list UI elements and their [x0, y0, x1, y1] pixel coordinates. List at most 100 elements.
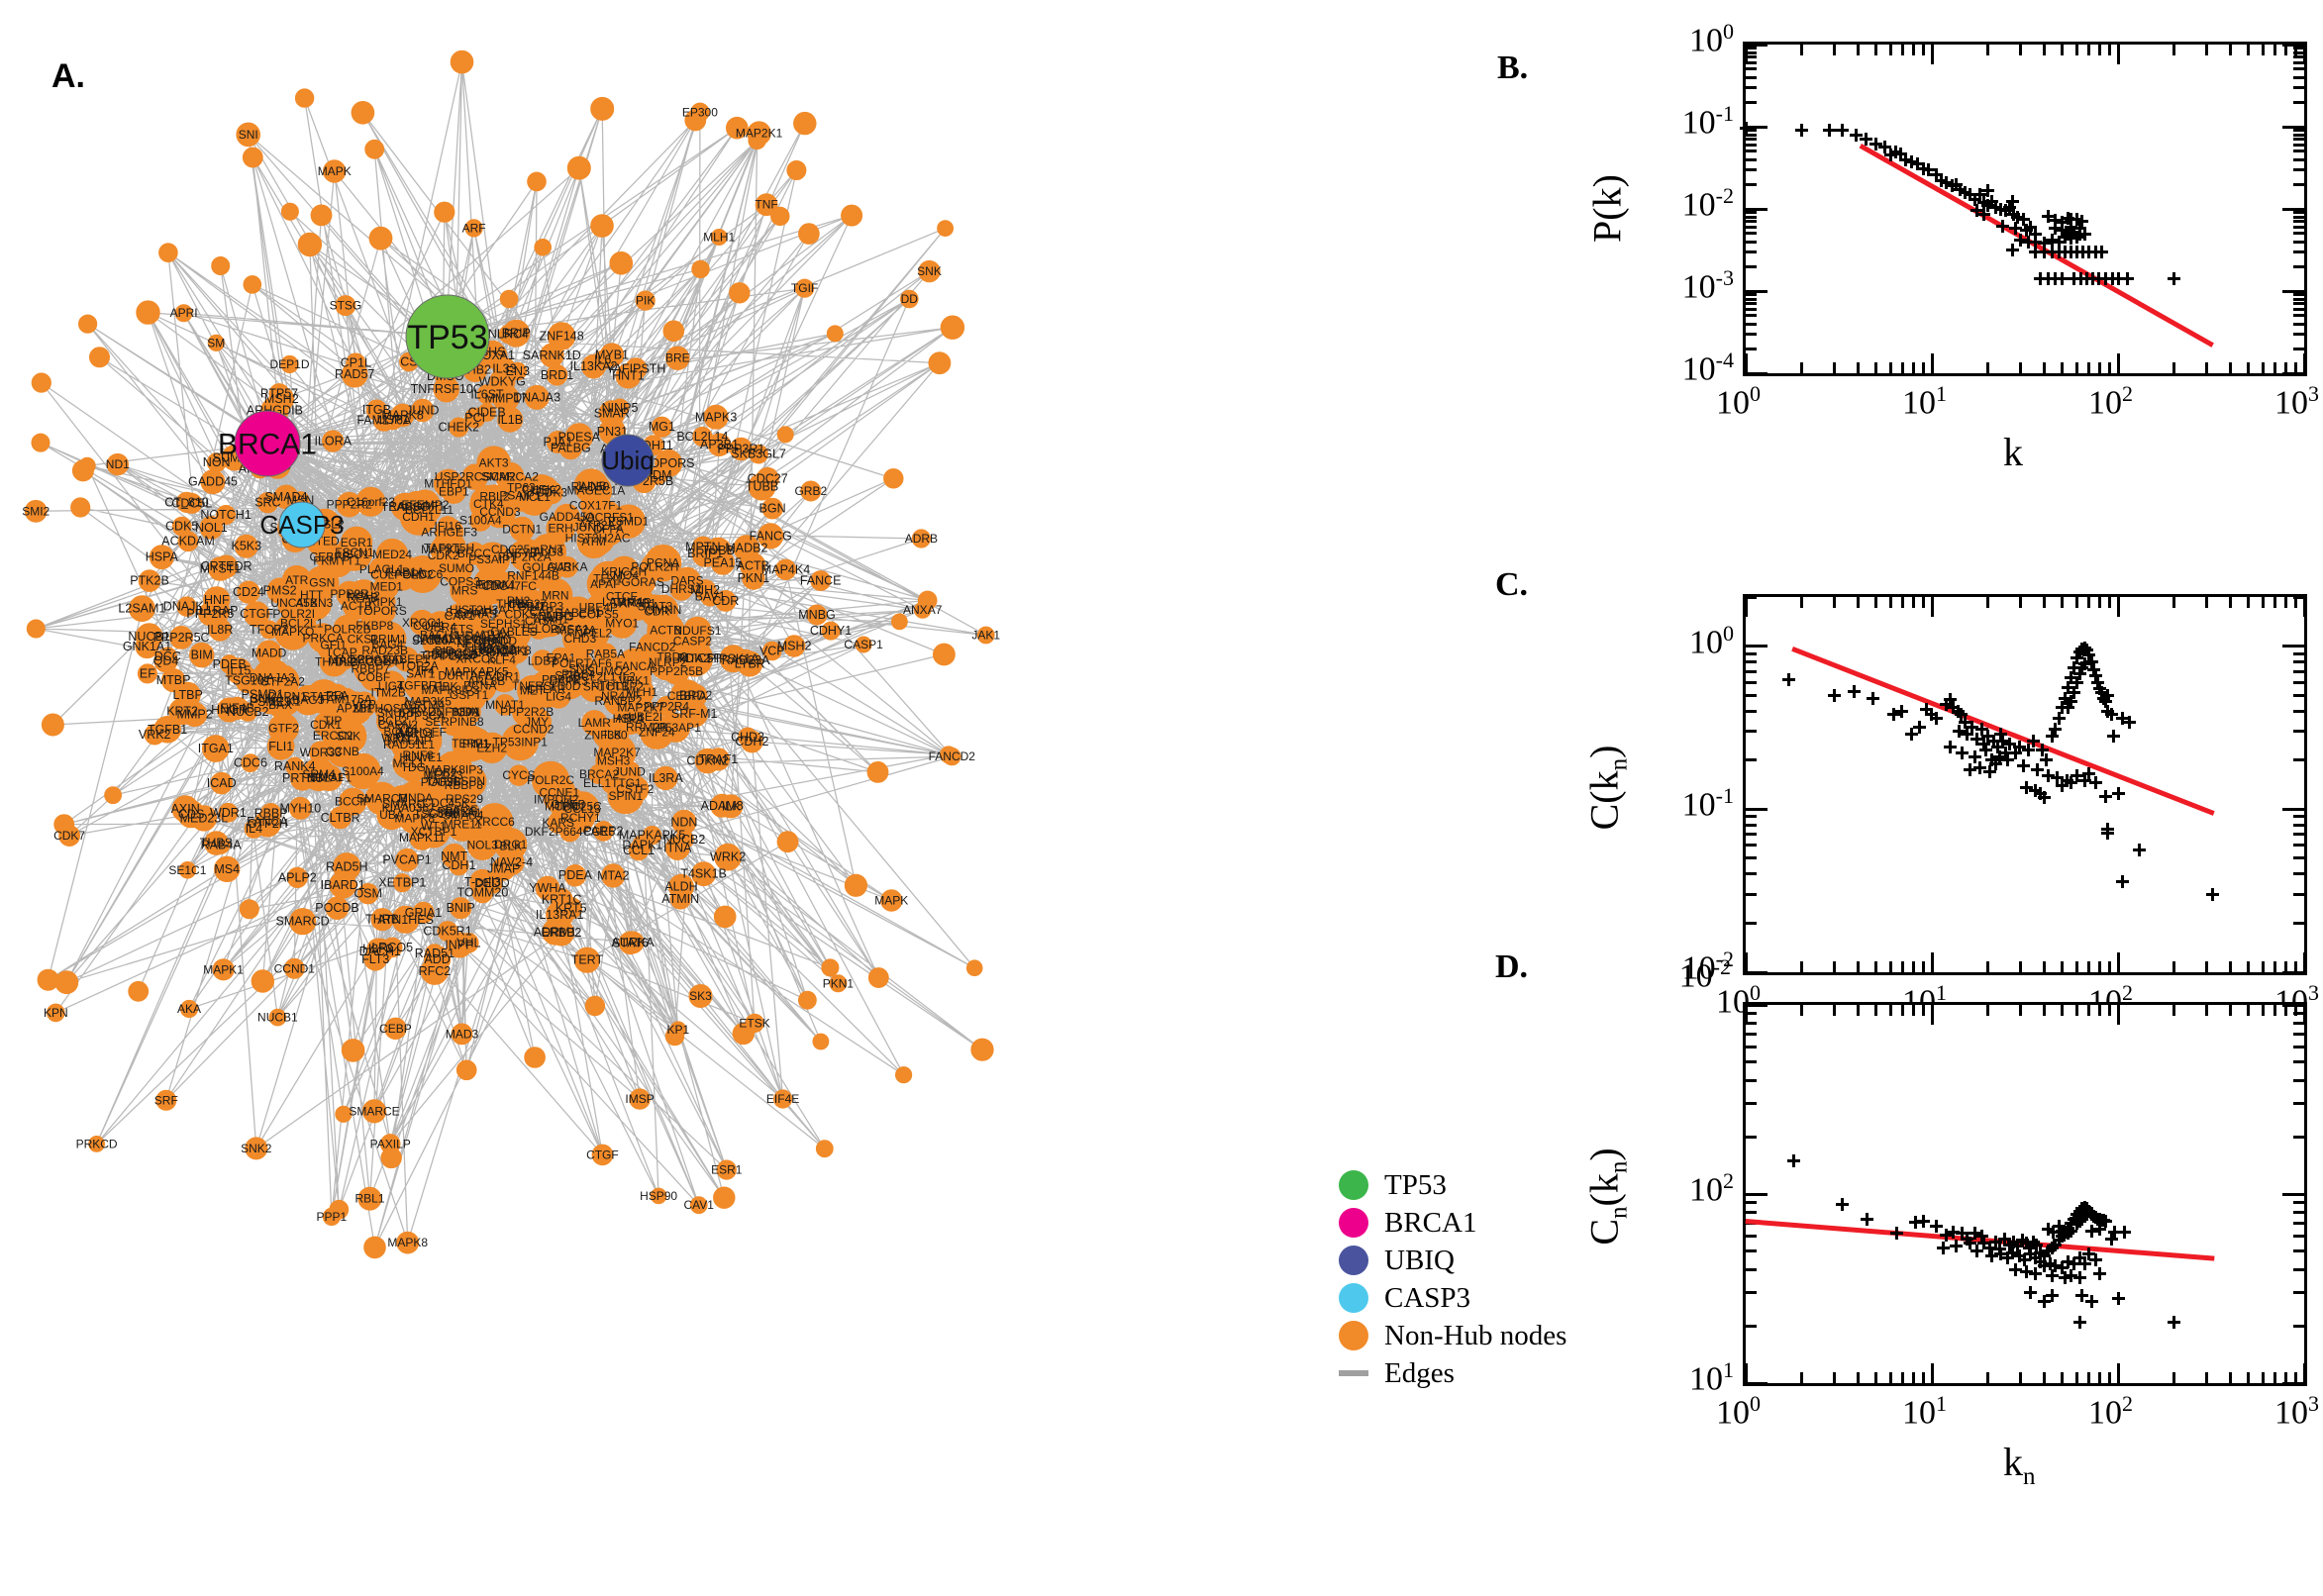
data-point [2005, 243, 2019, 256]
svg-text:RAD23A: RAD23A [722, 653, 770, 667]
y-tick [2293, 85, 2304, 89]
y-tick [2293, 157, 2304, 161]
x-tick [2172, 45, 2176, 55]
svg-text:CASP1: CASP1 [844, 638, 883, 651]
data-point [2072, 1250, 2086, 1264]
data-point [1889, 145, 1903, 158]
svg-text:NUCB1: NUCB1 [257, 1011, 298, 1025]
y-tick [1746, 293, 1757, 297]
data-point [2093, 1223, 2107, 1237]
data-point [1886, 708, 1900, 722]
x-tick [2172, 961, 2176, 972]
svg-text:IL8R: IL8R [207, 623, 233, 637]
data-point [1981, 184, 1995, 198]
x-tick [1856, 961, 1860, 972]
svg-text:YWHA: YWHA [529, 881, 566, 895]
data-point [2077, 227, 2091, 241]
data-point [1990, 741, 2004, 754]
data-point [2062, 1254, 2075, 1268]
data-point [2049, 214, 2063, 228]
y-tick [2282, 645, 2304, 648]
svg-text:BLK: BLK [499, 840, 522, 853]
svg-text:ITM2B: ITM2B [371, 686, 406, 700]
svg-text:MED24: MED24 [372, 548, 412, 561]
data-point [2082, 245, 2096, 258]
data-point [2016, 212, 2030, 226]
x-tick [1901, 45, 1905, 55]
svg-text:TCAP: TCAP [326, 646, 357, 659]
svg-text:IMSP: IMSP [625, 1092, 654, 1106]
svg-text:LIG4: LIG4 [546, 689, 571, 703]
data-point [1836, 123, 1849, 137]
svg-text:UNC45B: UNC45B [270, 596, 317, 610]
x-tick [2060, 1005, 2064, 1016]
svg-text:CASP3: CASP3 [259, 510, 344, 540]
x-tick [1873, 362, 1877, 373]
legend-swatch-casp3 [1339, 1283, 1368, 1313]
plot-panel-d: 100 101 102 103 102 101 kn Cn(kn) 10-2 [1582, 954, 2320, 1490]
svg-text:BRD1: BRD1 [541, 368, 573, 382]
y-tick [2293, 651, 2304, 655]
y-tick [1746, 1012, 1757, 1016]
x-tick [2019, 597, 2023, 608]
y-tick [1746, 207, 1768, 211]
legend-swatch-edges [1339, 1370, 1368, 1376]
y-tick [1746, 182, 1757, 186]
svg-text:ADRB: ADRB [905, 532, 938, 546]
data-point [2012, 741, 2026, 754]
y-tick [2293, 215, 2304, 219]
svg-text:ETSK: ETSK [739, 1016, 769, 1030]
y-tick [1746, 125, 1768, 129]
data-point [1976, 195, 1990, 209]
data-point [2062, 680, 2075, 694]
data-point [1922, 162, 1936, 176]
data-point [1983, 1241, 1997, 1254]
x-tick [2116, 353, 2120, 373]
x-tick [2302, 1005, 2306, 1025]
svg-text:PDEA: PDEA [558, 868, 593, 882]
x-tick [1888, 961, 1892, 972]
data-point [1985, 1249, 1999, 1263]
plot-frame-d [1743, 1002, 2307, 1386]
data-point [2055, 778, 2069, 792]
y-tick-label: 10-2 [1681, 947, 1734, 987]
data-point [2068, 1212, 2080, 1226]
data-point [1983, 764, 1997, 778]
x-tick [2042, 45, 2046, 55]
x-tick [1986, 1005, 1990, 1016]
svg-text:KPN: KPN [44, 1006, 68, 1020]
y-tick [1746, 921, 1757, 925]
y-tick [2293, 1033, 2304, 1037]
data-point [2055, 272, 2069, 286]
data-point [2030, 1238, 2044, 1251]
x-tick [2293, 597, 2297, 608]
svg-text:CHD3: CHD3 [731, 731, 764, 745]
y-tick [2293, 730, 2304, 734]
data-point [2168, 272, 2181, 286]
svg-text:MAP3K5: MAP3K5 [405, 695, 453, 709]
data-point [2070, 675, 2083, 689]
data-point [2059, 230, 2072, 244]
data-point [2024, 1247, 2038, 1261]
data-point [1974, 722, 1988, 736]
data-point [1955, 747, 1969, 760]
x-tick [1888, 362, 1892, 373]
data-point [1929, 168, 1943, 182]
data-point [2065, 1269, 2078, 1282]
y-tick [1746, 322, 1757, 326]
data-point [1950, 1240, 1963, 1253]
y-tick [1746, 50, 1757, 54]
data-point [1895, 704, 1909, 718]
y-tick-label: 10-4 [1681, 348, 1734, 388]
svg-text:MLH1: MLH1 [703, 231, 735, 245]
data-point [2041, 209, 2055, 223]
data-point [2000, 753, 2014, 767]
data-point [2033, 272, 2047, 286]
data-point [2055, 224, 2069, 237]
data-point [1955, 1227, 1969, 1241]
data-point [1968, 1227, 1981, 1241]
x-tick [2246, 961, 2250, 972]
x-tick [2302, 45, 2306, 64]
svg-text:KRT2: KRT2 [166, 705, 198, 719]
x-tick [2098, 362, 2102, 373]
